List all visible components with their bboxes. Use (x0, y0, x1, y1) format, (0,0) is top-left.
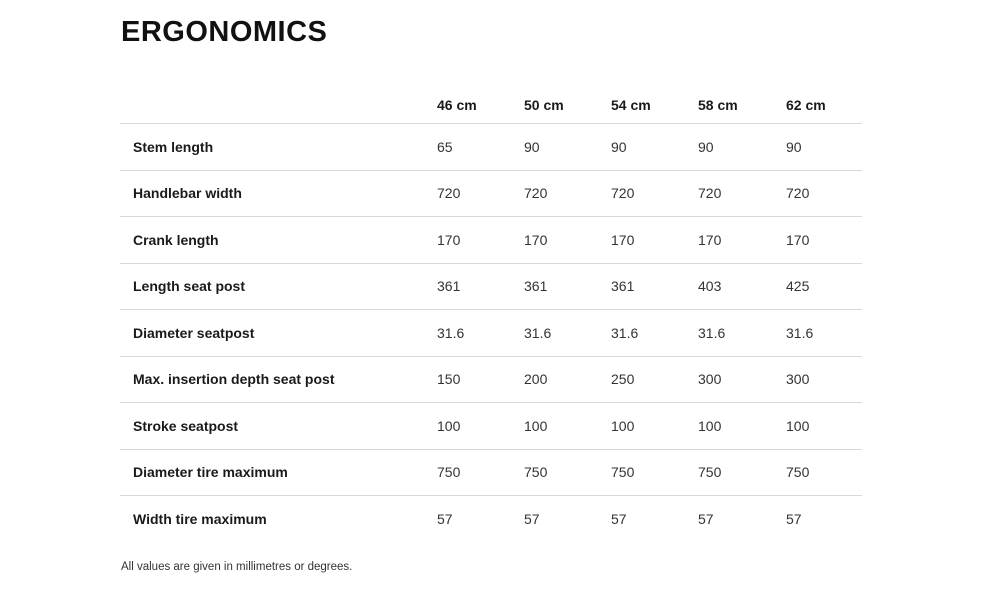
value-cell: 31.6 (437, 324, 465, 341)
row-label: Stroke seatpost (133, 417, 239, 434)
page-title: ERGONOMICS (121, 16, 328, 48)
value-cell: 250 (611, 371, 635, 388)
table-row: Max. insertion depth seat post 150 200 250… (120, 357, 862, 403)
value-cell: 57 (437, 511, 453, 528)
value-cell: 300 (698, 371, 722, 388)
value-cell: 31.6 (611, 324, 639, 341)
value-cell: 170 (611, 231, 635, 248)
row-label: Max. insertion depth seat post (133, 371, 335, 388)
column-header: 62 cm (786, 96, 826, 113)
value-cell: 65 (437, 138, 453, 155)
value-cell: 300 (786, 371, 810, 388)
value-cell: 750 (524, 464, 548, 481)
value-cell: 361 (437, 278, 461, 295)
table-row: Length seat post 361 361 361 403 425 (120, 264, 862, 310)
row-label: Length seat post (133, 278, 246, 295)
value-cell: 720 (611, 185, 635, 202)
row-label: Handlebar width (133, 185, 242, 202)
value-cell: 31.6 (786, 324, 814, 341)
value-cell: 100 (786, 417, 810, 434)
value-cell: 425 (786, 278, 810, 295)
value-cell: 90 (611, 138, 627, 155)
value-cell: 57 (524, 511, 540, 528)
row-label: Diameter tire maximum (133, 464, 288, 481)
value-cell: 750 (437, 464, 461, 481)
row-label: Diameter seatpost (133, 324, 255, 341)
value-cell: 403 (698, 278, 722, 295)
value-cell: 170 (698, 231, 722, 248)
table-header-row: 46 cm 50 cm 54 cm 58 cm 62 cm (120, 86, 862, 124)
value-cell: 57 (698, 511, 714, 528)
value-cell: 750 (698, 464, 722, 481)
value-cell: 720 (524, 185, 548, 202)
value-cell: 170 (437, 231, 461, 248)
value-cell: 57 (786, 511, 802, 528)
column-header: 50 cm (524, 96, 564, 113)
value-cell: 361 (524, 278, 548, 295)
value-cell: 170 (786, 231, 810, 248)
value-cell: 170 (524, 231, 548, 248)
value-cell: 31.6 (524, 324, 552, 341)
value-cell: 90 (524, 138, 540, 155)
table-row: Crank length 170 170 170 170 170 (120, 217, 862, 264)
value-cell: 750 (611, 464, 635, 481)
row-label: Width tire maximum (133, 511, 267, 528)
column-header: 46 cm (437, 96, 477, 113)
value-cell: 100 (611, 417, 635, 434)
table-row: Diameter seatpost 31.6 31.6 31.6 31.6 31.6 (120, 310, 862, 357)
value-cell: 90 (786, 138, 802, 155)
table-row: Diameter tire maximum 750 750 750 750 750 (120, 450, 862, 496)
value-cell: 31.6 (698, 324, 726, 341)
column-header: 54 cm (611, 96, 651, 113)
value-cell: 750 (786, 464, 810, 481)
table-row: Width tire maximum 57 57 57 57 57 (120, 496, 862, 543)
value-cell: 90 (698, 138, 714, 155)
value-cell: 361 (611, 278, 635, 295)
value-cell: 720 (698, 185, 722, 202)
value-cell: 720 (437, 185, 461, 202)
value-cell: 100 (437, 417, 461, 434)
table-row: Stem length 65 90 90 90 90 (120, 124, 862, 171)
row-label: Stem length (133, 138, 214, 155)
column-header: 58 cm (698, 96, 738, 113)
value-cell: 100 (524, 417, 548, 434)
table-row: Stroke seatpost 100 100 100 100 100 (120, 403, 862, 450)
value-cell: 100 (698, 417, 722, 434)
value-cell: 720 (786, 185, 810, 202)
table-row: Handlebar width 720 720 720 720 720 (120, 171, 862, 217)
value-cell: 200 (524, 371, 548, 388)
ergonomics-spec-table: 46 cm 50 cm 54 cm 58 cm 62 cm Stem length 65… (120, 86, 862, 543)
row-label: Crank length (133, 231, 219, 248)
table-footnote: All values are given in millimetres or d… (121, 561, 353, 573)
value-cell: 57 (611, 511, 627, 528)
value-cell: 150 (437, 371, 461, 388)
